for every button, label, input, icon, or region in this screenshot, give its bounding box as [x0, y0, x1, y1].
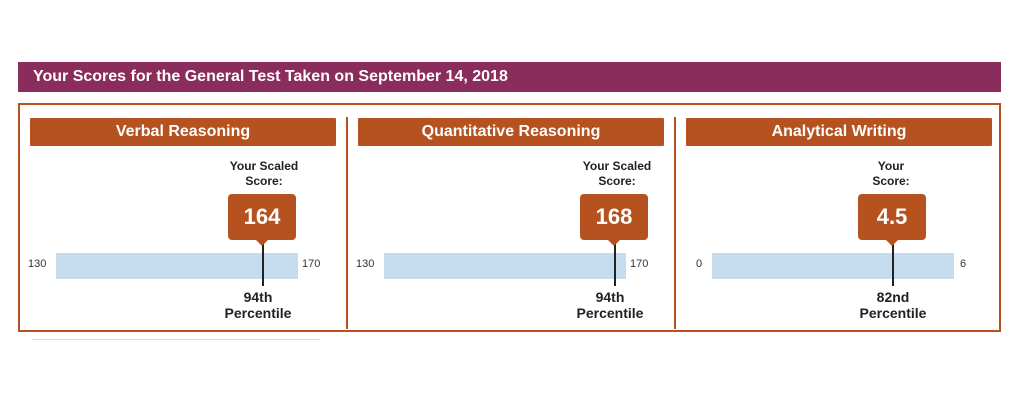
score-value-badge: 4.5 — [858, 194, 926, 246]
percentile-value: 82nd — [876, 289, 910, 305]
percentile-label: Percentile — [576, 305, 644, 321]
panel-divider — [674, 117, 676, 329]
percentile-label: Percentile — [224, 305, 292, 321]
analytical-writing-panel: Analytical Writing Your Score: 4.5 0 6 8… — [676, 105, 999, 330]
score-caption: Your Scaled Score: — [582, 159, 652, 188]
scale-min-label: 130 — [28, 258, 47, 270]
percentile-value: 94th — [595, 289, 625, 305]
score-scale-bar — [384, 253, 626, 279]
page-title: Your Scores for the General Test Taken o… — [18, 62, 1001, 92]
scores-container: Verbal Reasoning Your Scaled Score: 164 … — [18, 103, 1001, 332]
score-scale-bar — [712, 253, 954, 279]
score-pointer — [892, 243, 894, 286]
section-title: Verbal Reasoning — [30, 118, 336, 146]
scale-max-label: 170 — [302, 258, 321, 270]
score-value-badge: 164 — [228, 194, 296, 246]
section-title: Quantitative Reasoning — [358, 118, 664, 146]
score-caption: Your Score: — [872, 159, 910, 188]
section-title: Analytical Writing — [686, 118, 992, 146]
percentile-label: Percentile — [859, 305, 927, 321]
verbal-reasoning-panel: Verbal Reasoning Your Scaled Score: 164 … — [20, 105, 348, 330]
score-value-badge: 168 — [580, 194, 648, 246]
quantitative-reasoning-panel: Quantitative Reasoning Your Scaled Score… — [348, 105, 676, 330]
score-caption: Your Scaled Score: — [229, 159, 299, 188]
divider-line — [32, 339, 320, 340]
panel-divider — [346, 117, 348, 329]
score-pointer — [262, 243, 264, 286]
percentile-value: 94th — [243, 289, 273, 305]
score-pointer — [614, 243, 616, 286]
scale-min-label: 0 — [696, 258, 703, 270]
scale-max-label: 170 — [630, 258, 649, 270]
scale-max-label: 6 — [960, 258, 967, 270]
scale-min-label: 130 — [356, 258, 375, 270]
score-scale-bar — [56, 253, 298, 279]
